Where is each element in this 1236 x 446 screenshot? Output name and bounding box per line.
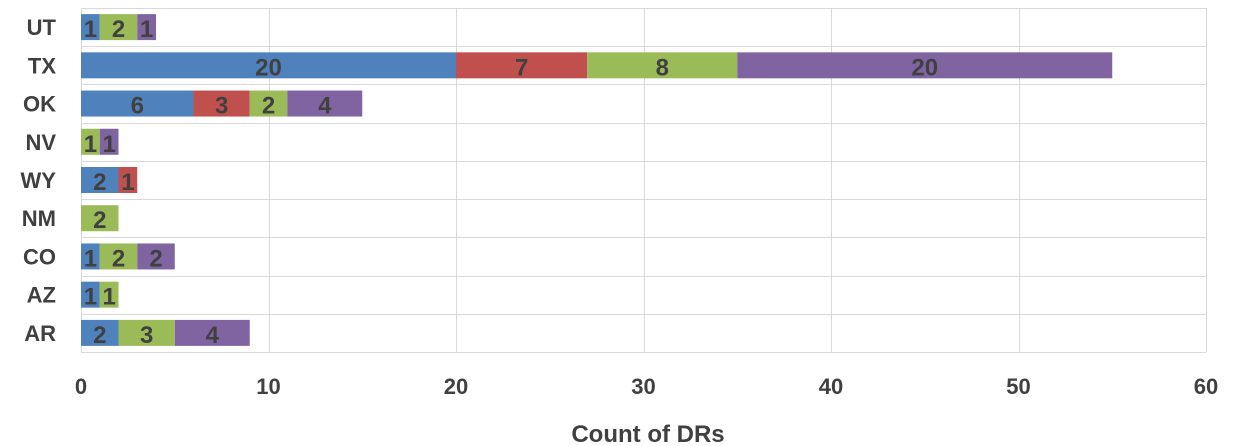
data-label-ut-series-3: 2 [112, 16, 125, 43]
x-tick-labels: 0 10 20 30 40 50 60 [75, 374, 1218, 399]
data-label-wy-series-1: 2 [93, 169, 106, 196]
data-label-ar-series-4: 4 [206, 322, 220, 349]
bar-ar-series-1 [81, 319, 119, 346]
category-label-az: AZ [27, 283, 56, 308]
bar-ok-series-4 [287, 90, 363, 117]
bar-az-series-3 [99, 281, 119, 308]
category-label-tx: TX [28, 53, 56, 78]
category-label-co: CO [23, 244, 56, 269]
bar-co-series-3 [99, 243, 138, 270]
bar-co-series-4 [137, 243, 175, 270]
x-tick-label-30: 30 [631, 374, 655, 399]
data-label-nv-series-4: 1 [102, 131, 115, 158]
x-tick-label-20: 20 [444, 374, 468, 399]
category-label-ar: AR [24, 321, 56, 346]
bar-tx-series-3 [587, 52, 738, 79]
data-label-ut-series-1: 1 [84, 16, 97, 43]
category-label-nv: NV [25, 130, 56, 155]
category-label-ok: OK [23, 92, 56, 117]
data-label-ok-series-3: 2 [262, 93, 275, 120]
bar-tx-series-4 [737, 52, 1113, 79]
bars: 1 2 120 7 8 206 3 2 41 12 121 2 21 12 3 4 [81, 14, 1113, 349]
bar-ok-series-1 [81, 90, 194, 117]
data-label-ar-series-1: 2 [93, 322, 106, 349]
data-label-ok-series-2: 3 [215, 93, 228, 120]
data-label-tx-series-2: 7 [515, 54, 528, 81]
bar-ok-series-2 [193, 90, 250, 117]
x-tick-label-40: 40 [819, 374, 843, 399]
data-label-az-series-1: 1 [84, 284, 97, 311]
bar-nv-series-4 [99, 128, 119, 155]
bar-co-series-1 [81, 243, 100, 270]
data-label-ut-series-4: 1 [140, 16, 153, 43]
x-axis-title: Count of DRs [571, 421, 724, 446]
data-label-tx-series-3: 8 [656, 54, 669, 81]
bar-az-series-1 [81, 281, 100, 308]
data-label-ok-series-4: 4 [318, 93, 332, 120]
data-label-co-series-4: 2 [149, 245, 162, 272]
bar-ar-series-3 [118, 319, 175, 346]
x-tick-label-50: 50 [1006, 374, 1030, 399]
bar-ut-series-1 [81, 14, 100, 41]
bar-nv-series-3 [81, 128, 100, 155]
bar-wy-series-1 [81, 167, 119, 193]
bar-ok-series-3 [249, 90, 288, 117]
x-tick-label-60: 60 [1194, 374, 1218, 399]
bar-ut-series-3 [99, 14, 138, 41]
x-tick-label-10: 10 [256, 374, 280, 399]
category-label-nm: NM [22, 206, 56, 231]
data-label-nm-series-3: 2 [93, 207, 106, 234]
category-label-ut: UT [27, 15, 57, 40]
bar-ar-series-4 [174, 319, 250, 346]
bar-tx-series-2 [456, 52, 588, 79]
data-label-co-series-3: 2 [112, 245, 125, 272]
data-label-nv-series-3: 1 [84, 131, 97, 158]
bar-nm-series-3 [81, 205, 119, 232]
bar-ut-series-4 [137, 14, 156, 41]
data-label-co-series-1: 1 [84, 245, 97, 272]
bar-tx-series-1 [81, 52, 456, 79]
data-label-tx-series-1: 20 [255, 54, 282, 81]
data-label-az-series-3: 1 [102, 284, 115, 311]
x-tick-label-0: 0 [75, 374, 87, 399]
bar-wy-series-2 [118, 167, 138, 193]
data-label-tx-series-4: 20 [911, 54, 938, 81]
category-labels: UT TX OK NV WY NM CO AZ AR [21, 15, 57, 346]
data-label-wy-series-2: 1 [121, 169, 134, 196]
data-label-ok-series-1: 6 [131, 93, 144, 120]
category-label-wy: WY [21, 168, 57, 193]
data-label-ar-series-3: 3 [140, 322, 153, 349]
